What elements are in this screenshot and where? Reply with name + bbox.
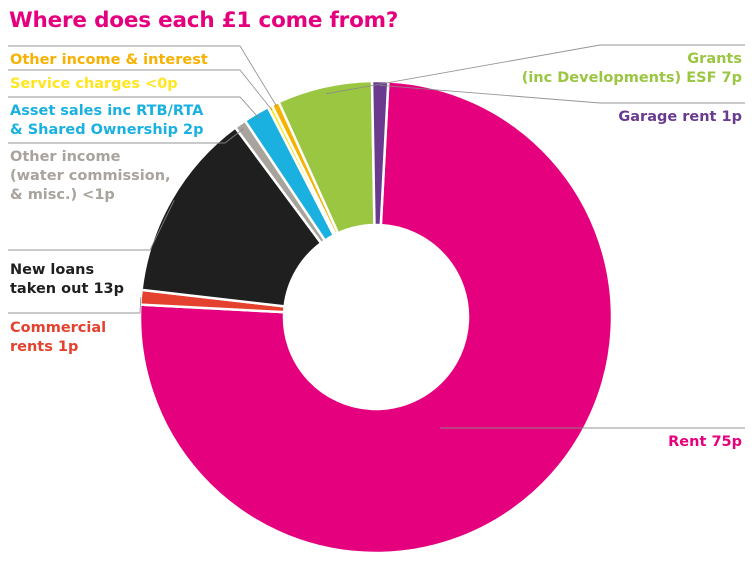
slice-label-other-income-interest: Other income & interest	[10, 52, 208, 68]
leader-line-other-income-water	[8, 128, 244, 144]
leader-line-service-charges	[8, 69, 273, 111]
slice-garage-rent	[370, 79, 390, 227]
slice-label-garage-rent: Garage rent 1p	[618, 109, 742, 125]
slice-label-asset-sales: Asset sales inc RTB/RTA & Shared Ownersh…	[10, 103, 204, 138]
slice-label-other-income-water: Other income (water commission, & misc.)…	[10, 149, 171, 203]
slice-label-new-loans: New loans taken out 13p	[10, 262, 124, 297]
leader-line-new-loans	[8, 200, 175, 251]
leader-line-other-income-interest	[8, 45, 277, 107]
chart-title: Where does each £1 come from?	[9, 8, 399, 33]
slice-new-loans	[140, 126, 323, 308]
slice-label-rent: Rent 75p	[668, 434, 742, 450]
slice-label-service-charges: Service charges <0p	[10, 76, 178, 92]
leader-line-asset-sales	[8, 96, 260, 119]
leader-line-garage-rent	[380, 84, 745, 104]
slice-label-commercial-rents: Commercial rents 1p	[10, 320, 107, 355]
slice-rent	[138, 80, 614, 555]
leader-line-commercial-rents	[8, 297, 142, 314]
slice-label-grants: Grants (inc Developments) ESF 7p	[521, 51, 742, 86]
leader-line-grants	[325, 44, 745, 95]
